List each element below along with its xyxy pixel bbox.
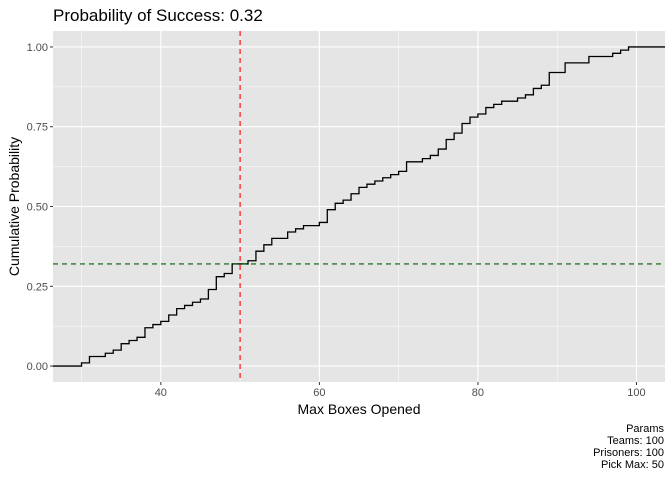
params-teams: Teams: 100 [607, 435, 664, 447]
params-prisoners: Prisoners: 100 [593, 447, 664, 459]
y-axis-ticks: 0.00 0.25 0.50 0.75 1.00 [27, 42, 53, 373]
x-tick-label: 100 [627, 387, 645, 399]
grid-major [53, 31, 665, 382]
cumulative-step-line [53, 46, 665, 367]
x-tick-label: 40 [155, 387, 167, 399]
params-heading: Params [626, 423, 664, 435]
cumulative-probability-chart: Probability of Success: 0.32 40 60 80 100 0… [6, 6, 665, 417]
y-tick-label: 0.75 [27, 122, 48, 134]
params-caption: Params Teams: 100 Prisoners: 100 Pick Ma… [593, 423, 664, 471]
reference-lines [53, 31, 665, 382]
y-tick-label: 0.50 [27, 202, 48, 214]
x-axis-title: Max Boxes Opened [298, 401, 421, 417]
y-axis-title: Cumulative Probability [6, 137, 22, 276]
y-tick-label: 0.00 [27, 361, 48, 373]
y-tick-label: 1.00 [27, 42, 48, 54]
x-tick-label: 80 [472, 387, 484, 399]
y-tick-label: 0.25 [27, 281, 48, 293]
x-tick-label: 60 [313, 387, 325, 399]
chart-title: Probability of Success: 0.32 [53, 6, 263, 25]
x-axis-ticks: 40 60 80 100 [155, 382, 646, 399]
params-pick-max: Pick Max: 50 [601, 459, 664, 471]
